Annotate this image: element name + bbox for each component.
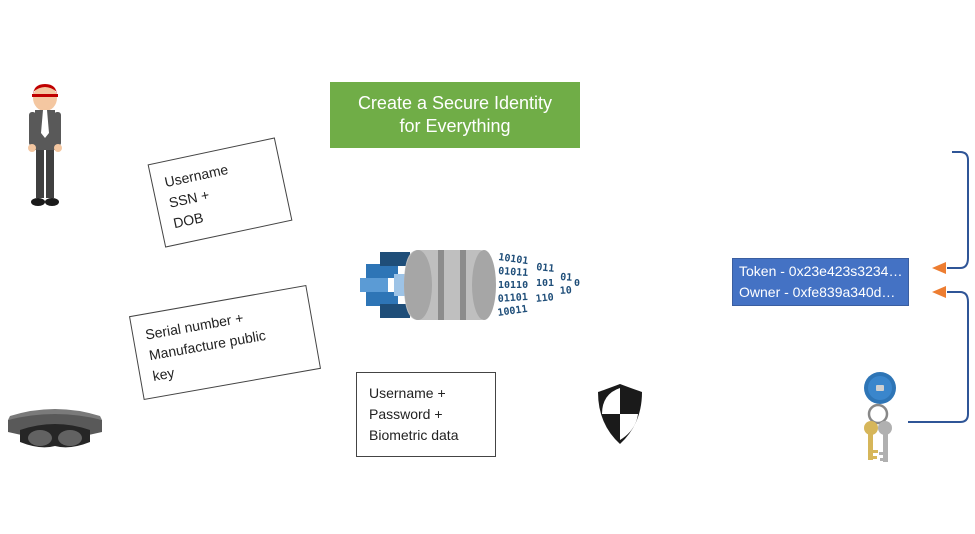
connector-lines <box>0 0 975 534</box>
